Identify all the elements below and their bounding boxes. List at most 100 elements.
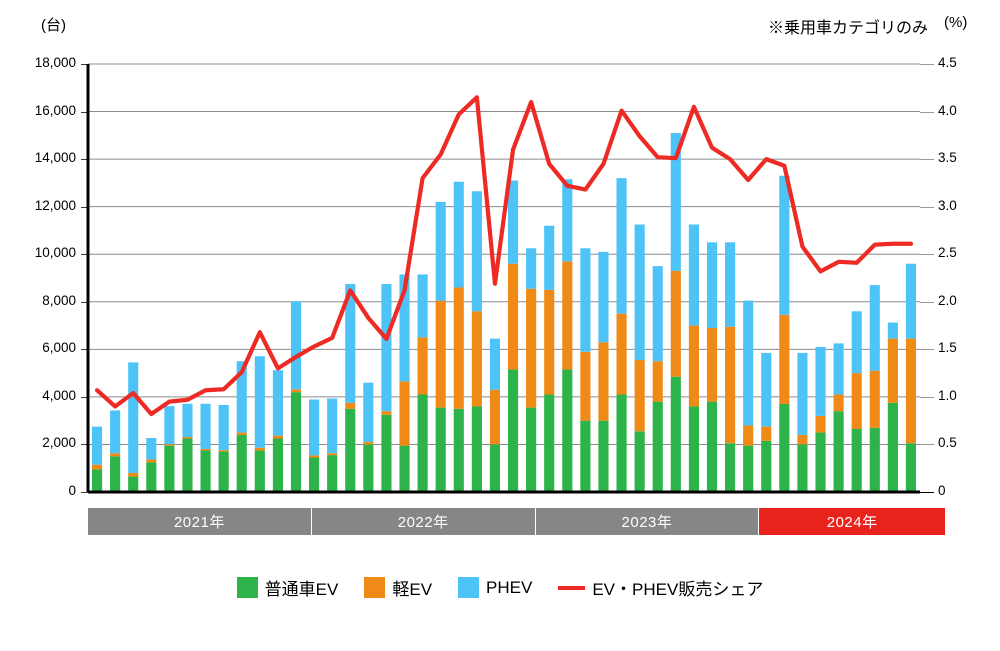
legend-item[interactable]: 普通車EV — [236, 575, 338, 600]
bar-segment — [290, 389, 302, 393]
legend-item[interactable]: EV・PHEV販売シェア — [558, 575, 763, 600]
left-tick-mark — [81, 396, 88, 398]
legend-item[interactable]: 軽EV — [364, 575, 432, 600]
right-tick-mark — [920, 301, 934, 303]
bar-segment — [489, 338, 501, 390]
bar-segment — [471, 311, 482, 407]
left-axis-unit: (台) — [41, 17, 66, 34]
year-band-label: 2022年 — [397, 514, 449, 531]
chart-canvas — [86, 63, 920, 494]
bar-segment — [182, 403, 193, 438]
bar-segment — [544, 289, 555, 395]
bar-segment — [471, 191, 482, 312]
left-tick-mark — [81, 159, 88, 161]
bar-segment — [670, 132, 681, 271]
bar-segment — [797, 444, 808, 492]
bar-segment — [779, 404, 790, 492]
bar-segment — [218, 404, 229, 451]
right-tick-label: 4.0 — [938, 102, 957, 118]
bar-segment — [833, 394, 844, 412]
right-tick-label: 4.5 — [938, 55, 957, 70]
plot-area — [86, 63, 920, 494]
bar-segment — [453, 408, 464, 492]
bar-segment — [91, 464, 103, 470]
bar-segment — [200, 403, 211, 449]
bar-segment — [345, 283, 356, 403]
chart-legend: 普通車EV 軽EV PHEV EV・PHEV販売シェア — [0, 575, 1000, 600]
bar-segment — [670, 270, 681, 377]
bar-segment — [327, 453, 338, 456]
right-tick-label: 1.0 — [938, 387, 957, 403]
bar-segment — [887, 322, 898, 339]
bar-segment — [905, 443, 917, 492]
bar-segment — [580, 420, 591, 492]
bar-segment — [743, 300, 754, 426]
bar-segment — [110, 456, 121, 492]
year-band-cell-2022: 2022年 — [311, 508, 536, 535]
bar-segment — [182, 438, 193, 492]
legend-item[interactable]: PHEV — [458, 577, 532, 598]
bar-segment — [905, 263, 917, 339]
left-tick-mark — [81, 64, 88, 65]
bar-segment — [128, 472, 139, 477]
right-tick-label: 1.5 — [938, 340, 957, 356]
right-tick-mark — [920, 64, 934, 65]
bar-segment — [652, 401, 663, 492]
left-tick-mark — [81, 111, 88, 113]
left-tick-label: 6,000 — [42, 340, 76, 356]
gridlines — [88, 63, 920, 445]
bar-segment — [453, 181, 464, 288]
bar-segment — [363, 382, 374, 443]
bar-segment — [544, 394, 555, 492]
bar-segment — [507, 263, 519, 370]
bar-segment — [254, 356, 265, 448]
bar-segment — [507, 369, 519, 492]
bar-segment — [507, 180, 519, 264]
bar-segment — [309, 455, 320, 458]
left-tick-mark — [81, 254, 88, 256]
left-tick-mark — [81, 444, 88, 446]
bar-segment — [797, 434, 808, 445]
legend-color-swatch — [364, 577, 386, 598]
bar-segment — [91, 469, 103, 492]
bar-segment — [417, 337, 428, 395]
right-tick-label: 3.0 — [938, 197, 957, 213]
bar-segment — [489, 389, 501, 445]
bar-segment — [725, 443, 736, 492]
bar-segment — [128, 362, 139, 473]
bar-segment — [887, 402, 898, 492]
left-tick-label: 2,000 — [42, 435, 76, 451]
bar-segment — [254, 450, 265, 492]
bar-segment — [688, 224, 699, 326]
bar-segment — [670, 376, 681, 492]
bar-segment — [688, 406, 699, 492]
right-tick-mark — [920, 206, 934, 208]
year-band-cell-2024: 2024年 — [759, 508, 945, 535]
bar-segment — [761, 352, 772, 427]
bar-segment — [363, 444, 374, 492]
bar-segment — [706, 401, 718, 492]
bar-segment — [381, 411, 392, 415]
right-tick-mark — [920, 492, 934, 493]
bar-segment — [851, 428, 862, 492]
right-tick-mark — [920, 159, 934, 161]
bar-segment — [562, 261, 573, 370]
bar-segment — [236, 434, 247, 492]
bar-segment — [309, 457, 320, 492]
bar-segment — [743, 445, 754, 492]
bar-segment — [815, 346, 826, 416]
right-axis-unit: (%) — [944, 14, 968, 31]
legend-line-marker — [558, 585, 586, 590]
bar-segment — [309, 399, 320, 456]
left-tick-label: 18,000 — [34, 55, 76, 70]
bar-segment — [598, 420, 609, 492]
bar-segment — [435, 201, 446, 301]
bar-segment — [562, 369, 573, 492]
bar-segment — [815, 415, 826, 433]
right-tick-label: 3.5 — [938, 150, 957, 166]
legend-label: EV・PHEV販売シェア — [592, 580, 764, 599]
right-tick-label: 2.0 — [938, 292, 957, 308]
bar-segment — [91, 426, 103, 465]
bar-segment — [399, 381, 410, 446]
